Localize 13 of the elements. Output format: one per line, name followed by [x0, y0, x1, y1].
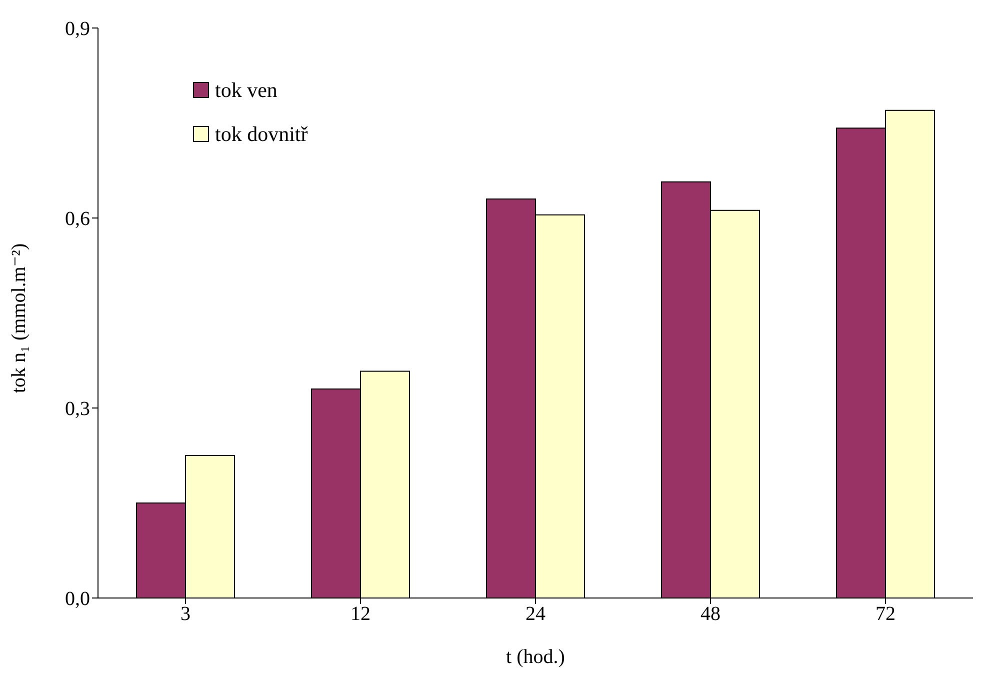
x-tick-label: 72: [876, 603, 896, 626]
legend-label: tok dovnitř: [215, 121, 308, 148]
y-tick-label: 0,6: [65, 208, 90, 230]
y-tick-label: 0,3: [65, 398, 90, 420]
x-tick-label: 3: [180, 603, 190, 626]
x-tick-label: 48: [700, 603, 720, 626]
y-tick-label: 0,0: [65, 588, 90, 610]
y-axis-title: tok n₁ (mmol.m⁻²): [8, 243, 30, 393]
x-tick-label: 12: [350, 603, 370, 626]
legend-label: tok ven: [215, 77, 278, 104]
y-tick-label: 0,9: [65, 18, 90, 40]
x-tick-label: 24: [526, 603, 546, 626]
x-axis-title: t (hod.): [506, 646, 565, 668]
